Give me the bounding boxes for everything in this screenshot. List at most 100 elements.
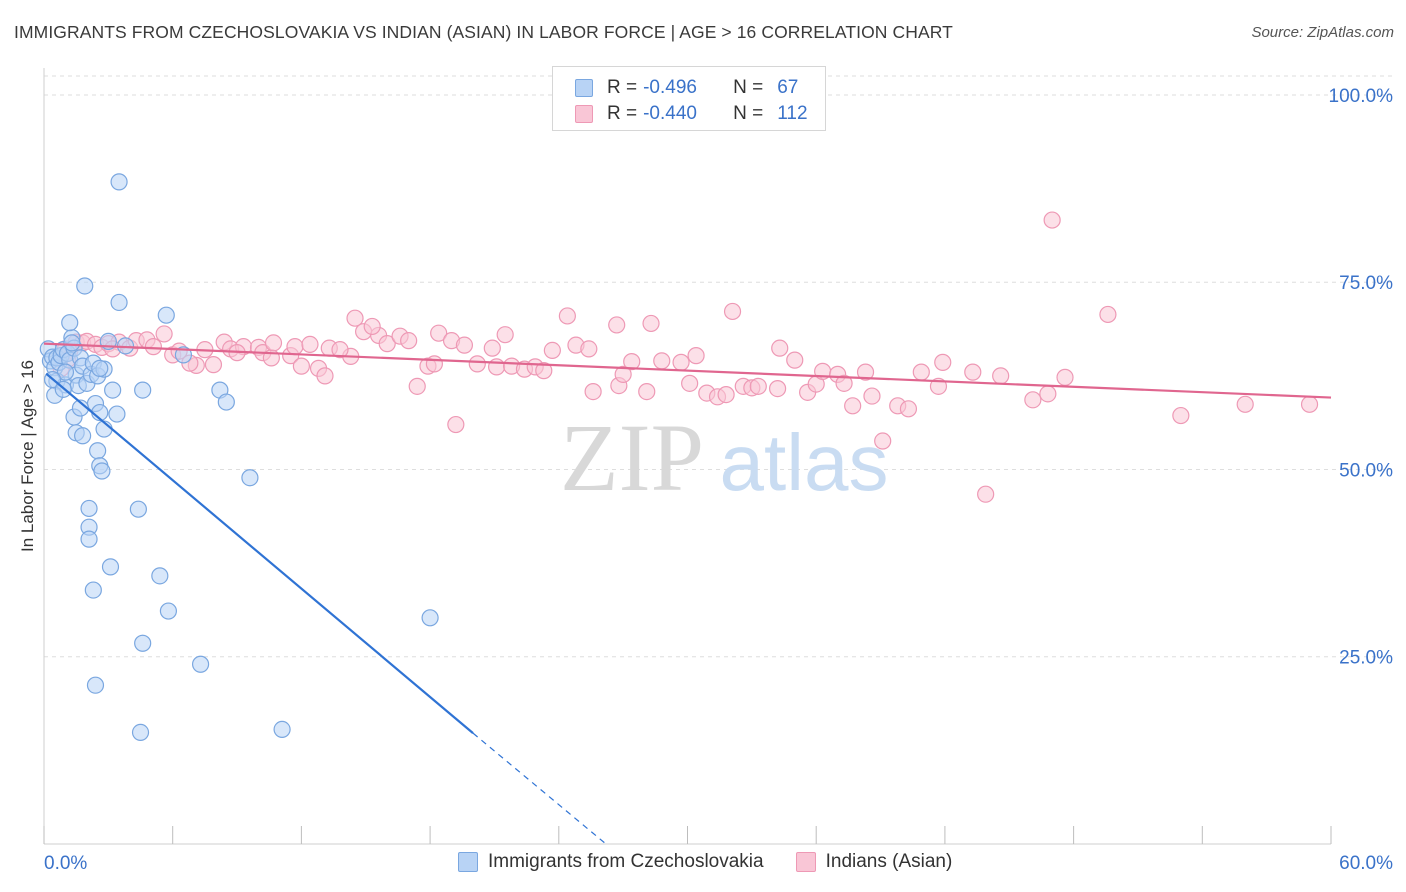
data-point-czechoslovakia — [129, 500, 147, 518]
data-point-indians — [1172, 406, 1190, 425]
data-point-indians — [558, 307, 576, 325]
data-point-indians — [447, 415, 465, 434]
y-tick-label: 50.0% — [1339, 460, 1393, 481]
data-point-czechoslovakia — [63, 334, 81, 352]
data-point-indians — [749, 377, 767, 395]
y-tick-label: 75.0% — [1339, 273, 1393, 294]
legend-item-czechoslovakia[interactable]: Immigrants from Czechoslovakia — [458, 851, 764, 873]
legend-row-czechoslovakia: R = -0.496 N = 67 — [575, 76, 798, 100]
data-point-indians — [543, 341, 561, 359]
data-point-czechoslovakia — [134, 634, 152, 652]
data-point-indians — [363, 317, 381, 336]
data-point-indians — [1099, 305, 1117, 324]
data-point-indians — [144, 338, 162, 356]
data-point-indians — [912, 363, 930, 381]
data-point-indians — [483, 339, 501, 357]
x-tick-label: 0.0% — [44, 853, 87, 874]
trend-lines — [43, 342, 1332, 845]
data-point-indians — [468, 355, 486, 373]
data-point-czechoslovakia — [76, 277, 94, 295]
data-point-indians — [487, 358, 506, 376]
y-tick-label: 100.0% — [1329, 86, 1394, 107]
data-point-indians — [687, 347, 705, 365]
data-point-indians — [899, 400, 918, 418]
data-point-indians — [346, 309, 364, 327]
data-point-indians — [977, 485, 995, 503]
data-point-indians — [874, 432, 892, 450]
legend-n-value: 112 — [777, 103, 808, 124]
legend-r-label: R = — [607, 77, 638, 98]
legend-r-value: -0.496 — [643, 77, 697, 98]
legend-r-value: -0.440 — [643, 103, 697, 124]
data-point-czechoslovakia — [191, 655, 210, 673]
data-point-indians — [580, 340, 598, 358]
watermark-zip: ZIP — [560, 404, 704, 511]
data-point-indians — [768, 379, 787, 398]
data-point-czechoslovakia — [86, 676, 105, 694]
data-point-czechoslovakia — [89, 442, 107, 460]
data-point-czechoslovakia — [134, 381, 152, 399]
data-point-indians — [672, 353, 690, 371]
data-point-indians — [286, 338, 304, 356]
data-point-indians — [1024, 391, 1042, 409]
data-point-czechoslovakia — [217, 393, 235, 411]
x-tick-label: 60.0% — [1339, 853, 1393, 874]
data-point-indians — [623, 353, 641, 371]
legend-n-value: 67 — [777, 77, 799, 98]
data-point-czechoslovakia — [151, 567, 169, 585]
legend-swatch-pink — [575, 105, 593, 123]
data-point-czechoslovakia — [273, 720, 291, 739]
chart-title: IMMIGRANTS FROM CZECHOSLOVAKIA VS INDIAN… — [14, 22, 953, 42]
data-point-indians — [204, 356, 223, 374]
data-point-indians — [301, 335, 319, 354]
legend-row-indians: R = -0.440 N = 112 — [575, 102, 808, 126]
series-legend: Immigrants from Czechoslovakia Indians (… — [458, 851, 984, 873]
data-point-indians — [264, 334, 283, 352]
legend-label: Immigrants from Czechoslovakia — [488, 851, 764, 872]
data-point-indians — [964, 363, 982, 381]
data-point-indians — [430, 324, 448, 342]
legend-n-label: N = — [733, 77, 764, 98]
watermark: ZIP atlas — [560, 404, 888, 511]
data-point-indians — [408, 377, 426, 395]
trend-line-czechoslovakia-extension — [472, 732, 607, 845]
gridlines — [44, 75, 1394, 658]
data-point-indians — [584, 382, 602, 401]
data-point-czechoslovakia — [159, 602, 178, 620]
legend-label: Indians (Asian) — [825, 851, 953, 872]
data-point-indians — [425, 355, 443, 373]
y-tick-label: 25.0% — [1339, 648, 1393, 669]
data-point-indians — [455, 336, 474, 354]
data-point-indians — [614, 365, 632, 383]
data-point-indians — [642, 314, 660, 333]
data-point-indians — [786, 351, 804, 369]
data-point-indians — [835, 374, 853, 392]
source-label: Source: ZipAtlas.com — [1251, 24, 1394, 41]
data-point-czechoslovakia — [174, 346, 193, 364]
data-point-czechoslovakia — [61, 314, 79, 332]
data-point-indians — [723, 302, 742, 321]
legend-r-label: R = — [607, 103, 638, 124]
data-point-czechoslovakia — [93, 462, 111, 480]
legend-n-label: N = — [733, 103, 764, 124]
data-point-czechoslovakia — [110, 293, 128, 312]
data-point-indians — [638, 382, 656, 401]
data-point-indians — [608, 316, 626, 334]
data-point-indians — [378, 335, 396, 353]
data-point-indians — [856, 363, 875, 381]
data-point-czechoslovakia — [104, 381, 122, 399]
legend-item-indians[interactable]: Indians (Asian) — [795, 851, 953, 873]
legend-swatch-pink — [795, 852, 816, 872]
data-point-indians — [771, 339, 789, 357]
data-point-indians — [1236, 395, 1254, 413]
data-point-czechoslovakia — [131, 723, 150, 741]
data-point-indians — [1056, 368, 1074, 386]
data-point-indians — [535, 362, 553, 380]
watermark-atlas: atlas — [720, 418, 889, 507]
data-point-indians — [717, 385, 735, 404]
data-point-czechoslovakia — [421, 609, 439, 627]
data-point-indians — [400, 332, 418, 350]
legend-swatch-blue — [458, 852, 478, 872]
data-point-indians — [681, 374, 699, 392]
